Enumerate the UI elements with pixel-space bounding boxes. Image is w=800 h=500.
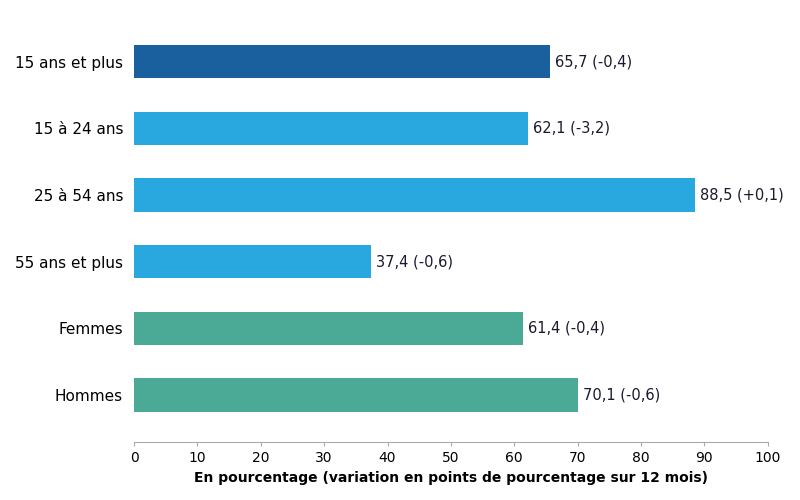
X-axis label: En pourcentage (variation en points de pourcentage sur 12 mois): En pourcentage (variation en points de p…	[194, 471, 708, 485]
Text: 61,4 (-0,4): 61,4 (-0,4)	[528, 321, 605, 336]
Text: 37,4 (-0,6): 37,4 (-0,6)	[376, 254, 453, 269]
Text: 65,7 (-0,4): 65,7 (-0,4)	[555, 54, 633, 69]
Text: 70,1 (-0,6): 70,1 (-0,6)	[583, 388, 661, 402]
Bar	[134, 178, 694, 212]
Bar	[134, 378, 578, 412]
Text: 62,1 (-3,2): 62,1 (-3,2)	[533, 121, 610, 136]
Bar	[134, 245, 371, 278]
Bar	[134, 45, 550, 78]
Bar	[134, 312, 523, 345]
Text: 88,5 (+0,1): 88,5 (+0,1)	[700, 188, 783, 202]
Bar	[134, 112, 527, 145]
